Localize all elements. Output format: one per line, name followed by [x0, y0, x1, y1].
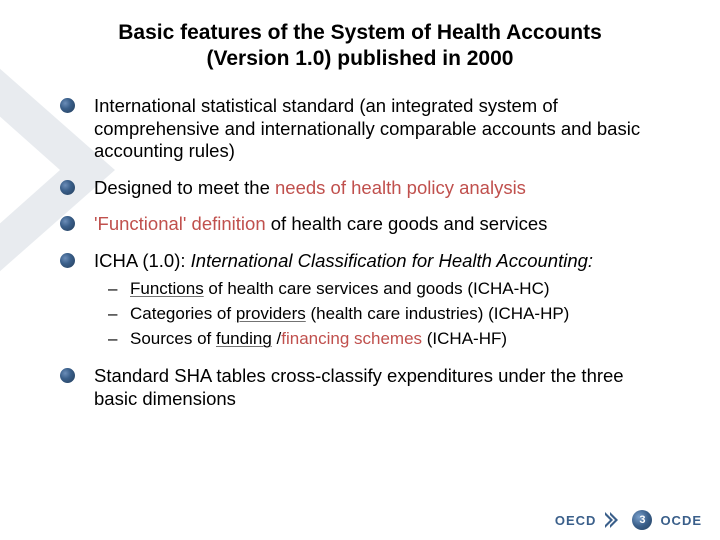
- oecd-logo-icon: [604, 511, 624, 529]
- underlined-text: providers: [236, 304, 306, 323]
- sub-item: Functions of health care services and go…: [108, 278, 670, 301]
- page-number-badge: 3: [632, 510, 652, 530]
- sub-text: (health care industries) (ICHA-HP): [306, 304, 570, 323]
- bullet-text: International statistical standard (an i…: [94, 95, 640, 161]
- oecd-acronym-en: OECD: [555, 513, 597, 528]
- bullet-item: Standard SHA tables cross-classify expen…: [60, 365, 670, 410]
- bullet-item: 'Functional' definition of health care g…: [60, 213, 670, 236]
- italic-text: International Classification for Health …: [191, 250, 593, 271]
- sub-text: of health care services and goods (ICHA-…: [204, 279, 550, 298]
- slide: Basic features of the System of Health A…: [0, 0, 720, 540]
- emphasis-text: financing schemes: [281, 329, 422, 348]
- bullet-text: of health care goods and services: [266, 213, 548, 234]
- slide-content: International statistical standard (an i…: [60, 95, 670, 424]
- sub-list: Functions of health care services and go…: [108, 278, 670, 351]
- sub-text: /: [272, 329, 281, 348]
- bullet-text: Standard SHA tables cross-classify expen…: [94, 365, 624, 409]
- sub-text: Sources of: [130, 329, 216, 348]
- sub-item: Categories of providers (health care ind…: [108, 303, 670, 326]
- slide-title: Basic features of the System of Health A…: [0, 20, 720, 73]
- bullet-item: International statistical standard (an i…: [60, 95, 670, 163]
- sub-text: (ICHA-HF): [422, 329, 507, 348]
- emphasis-text: 'Functional' definition: [94, 213, 266, 234]
- bullet-text: ICHA (1.0):: [94, 250, 191, 271]
- title-line-2: (Version 1.0) published in 2000: [207, 47, 514, 70]
- title-line-1: Basic features of the System of Health A…: [118, 21, 602, 44]
- bullet-list: International statistical standard (an i…: [60, 95, 670, 410]
- underlined-text: funding: [216, 329, 272, 348]
- bullet-item: ICHA (1.0): International Classification…: [60, 250, 670, 351]
- slide-footer: OECD 3 OCDE: [555, 510, 702, 530]
- sub-item: Sources of funding /financing schemes (I…: [108, 328, 670, 351]
- emphasis-text: needs of health policy analysis: [275, 177, 526, 198]
- bullet-text: Designed to meet the: [94, 177, 275, 198]
- oecd-acronym-fr: OCDE: [660, 513, 702, 528]
- bullet-item: Designed to meet the needs of health pol…: [60, 177, 670, 200]
- sub-text: Categories of: [130, 304, 236, 323]
- underlined-text: Functions: [130, 279, 204, 298]
